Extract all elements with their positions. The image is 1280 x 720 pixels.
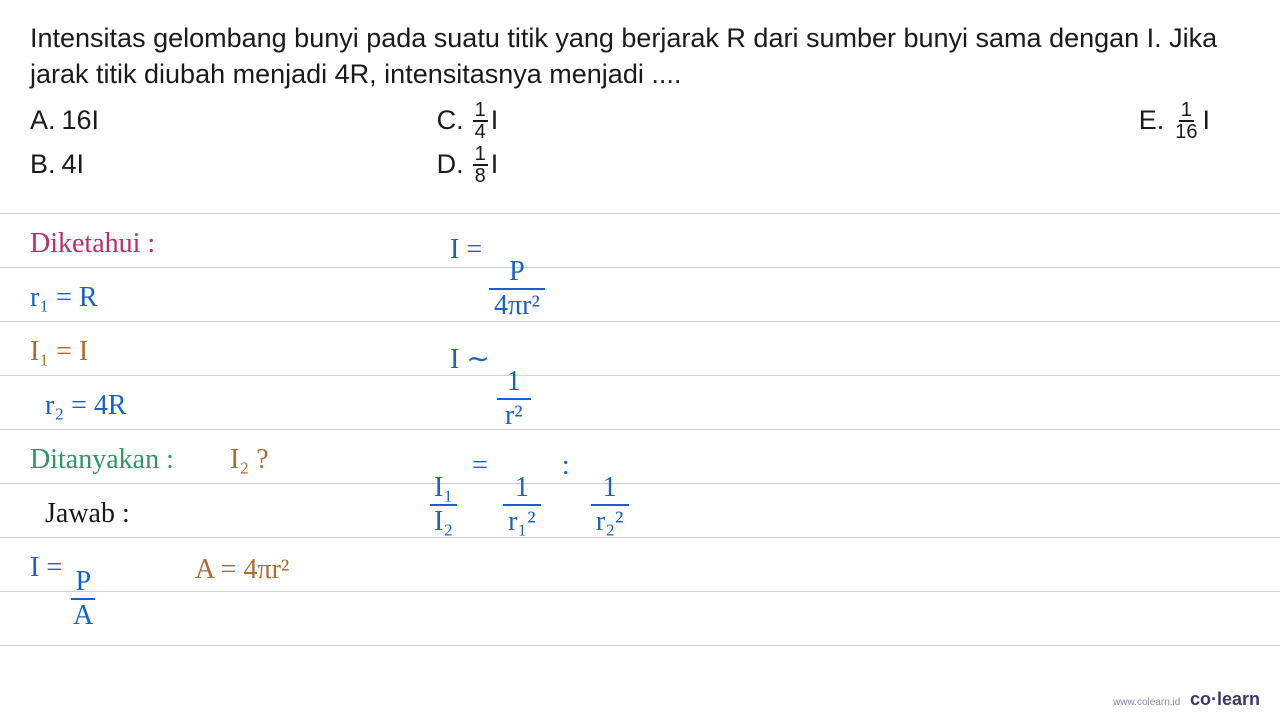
hw-r2: r₂ = 4R [45, 390, 127, 422]
hw-ditanyakan: Ditanyakan : [30, 444, 174, 476]
watermark-brand: co·learn [1190, 689, 1260, 709]
options-col-2: C. 1 4 I D. 1 8 I [437, 99, 844, 187]
options-col-3: E. 1 16 I [843, 99, 1250, 187]
hw-i1: I₁ = I [30, 336, 88, 368]
question-block: Intensitas gelombang bunyi pada suatu ti… [0, 0, 1280, 197]
option-A-label: A. [30, 105, 56, 136]
hw-ratio-m: 1 r₁² [503, 474, 541, 536]
hw-ratio: I₁ I₂ = 1 r₁² : 1 r₂² [430, 450, 629, 536]
hw-ratio-lhs: I₁ I₂ [430, 474, 457, 536]
option-E-fraction: 1 16 [1173, 100, 1199, 142]
option-C: C. 1 4 I [437, 99, 844, 143]
option-D-suffix: I [491, 149, 499, 180]
options-col-1: A. 16I B. 4I [30, 99, 437, 187]
option-B: B. 4I [30, 143, 437, 187]
hw-eq-ipa: I = P A [30, 552, 97, 630]
hw-r1: r₁ = R [30, 282, 98, 314]
watermark: www.colearn.id co·learn [1113, 689, 1260, 710]
watermark-url: www.colearn.id [1113, 697, 1180, 708]
option-A-value: 16I [62, 105, 100, 136]
options-grid: A. 16I B. 4I C. 1 4 I D. 1 8 [30, 99, 1250, 187]
option-B-value: 4I [62, 149, 85, 180]
option-B-label: B. [30, 149, 56, 180]
hw-prop: I ∼ 1 r² [450, 342, 531, 430]
question-text: Intensitas gelombang bunyi pada suatu ti… [30, 20, 1250, 93]
option-D-fraction: 1 8 [473, 144, 488, 186]
option-E: E. 1 16 I [843, 99, 1210, 143]
option-E-label: E. [1139, 105, 1165, 136]
option-D-label: D. [437, 149, 464, 180]
option-E-suffix: I [1202, 105, 1210, 136]
option-C-fraction: 1 4 [473, 100, 488, 142]
hw-eq-a: A = 4πr² [195, 554, 289, 586]
option-C-suffix: I [491, 105, 499, 136]
hw-eq-ip-frac: P 4πr² [489, 258, 545, 320]
option-A: A. 16I [30, 99, 437, 143]
hw-i2q: I₂ ? [230, 444, 269, 476]
hw-prop-frac: 1 r² [497, 368, 531, 430]
hw-ratio-r: 1 r₂² [591, 474, 629, 536]
option-D: D. 1 8 I [437, 143, 844, 187]
hw-diketahui: Diketahui : [30, 228, 155, 260]
hw-jawab: Jawab : [45, 498, 130, 530]
hw-eq-ip: I = P 4πr² [450, 234, 545, 320]
option-C-label: C. [437, 105, 464, 136]
hw-eq-ipa-frac: P A [69, 568, 97, 630]
lined-paper: Diketahui : r₁ = R I₁ = I r₂ = 4R Ditany… [0, 213, 1280, 646]
